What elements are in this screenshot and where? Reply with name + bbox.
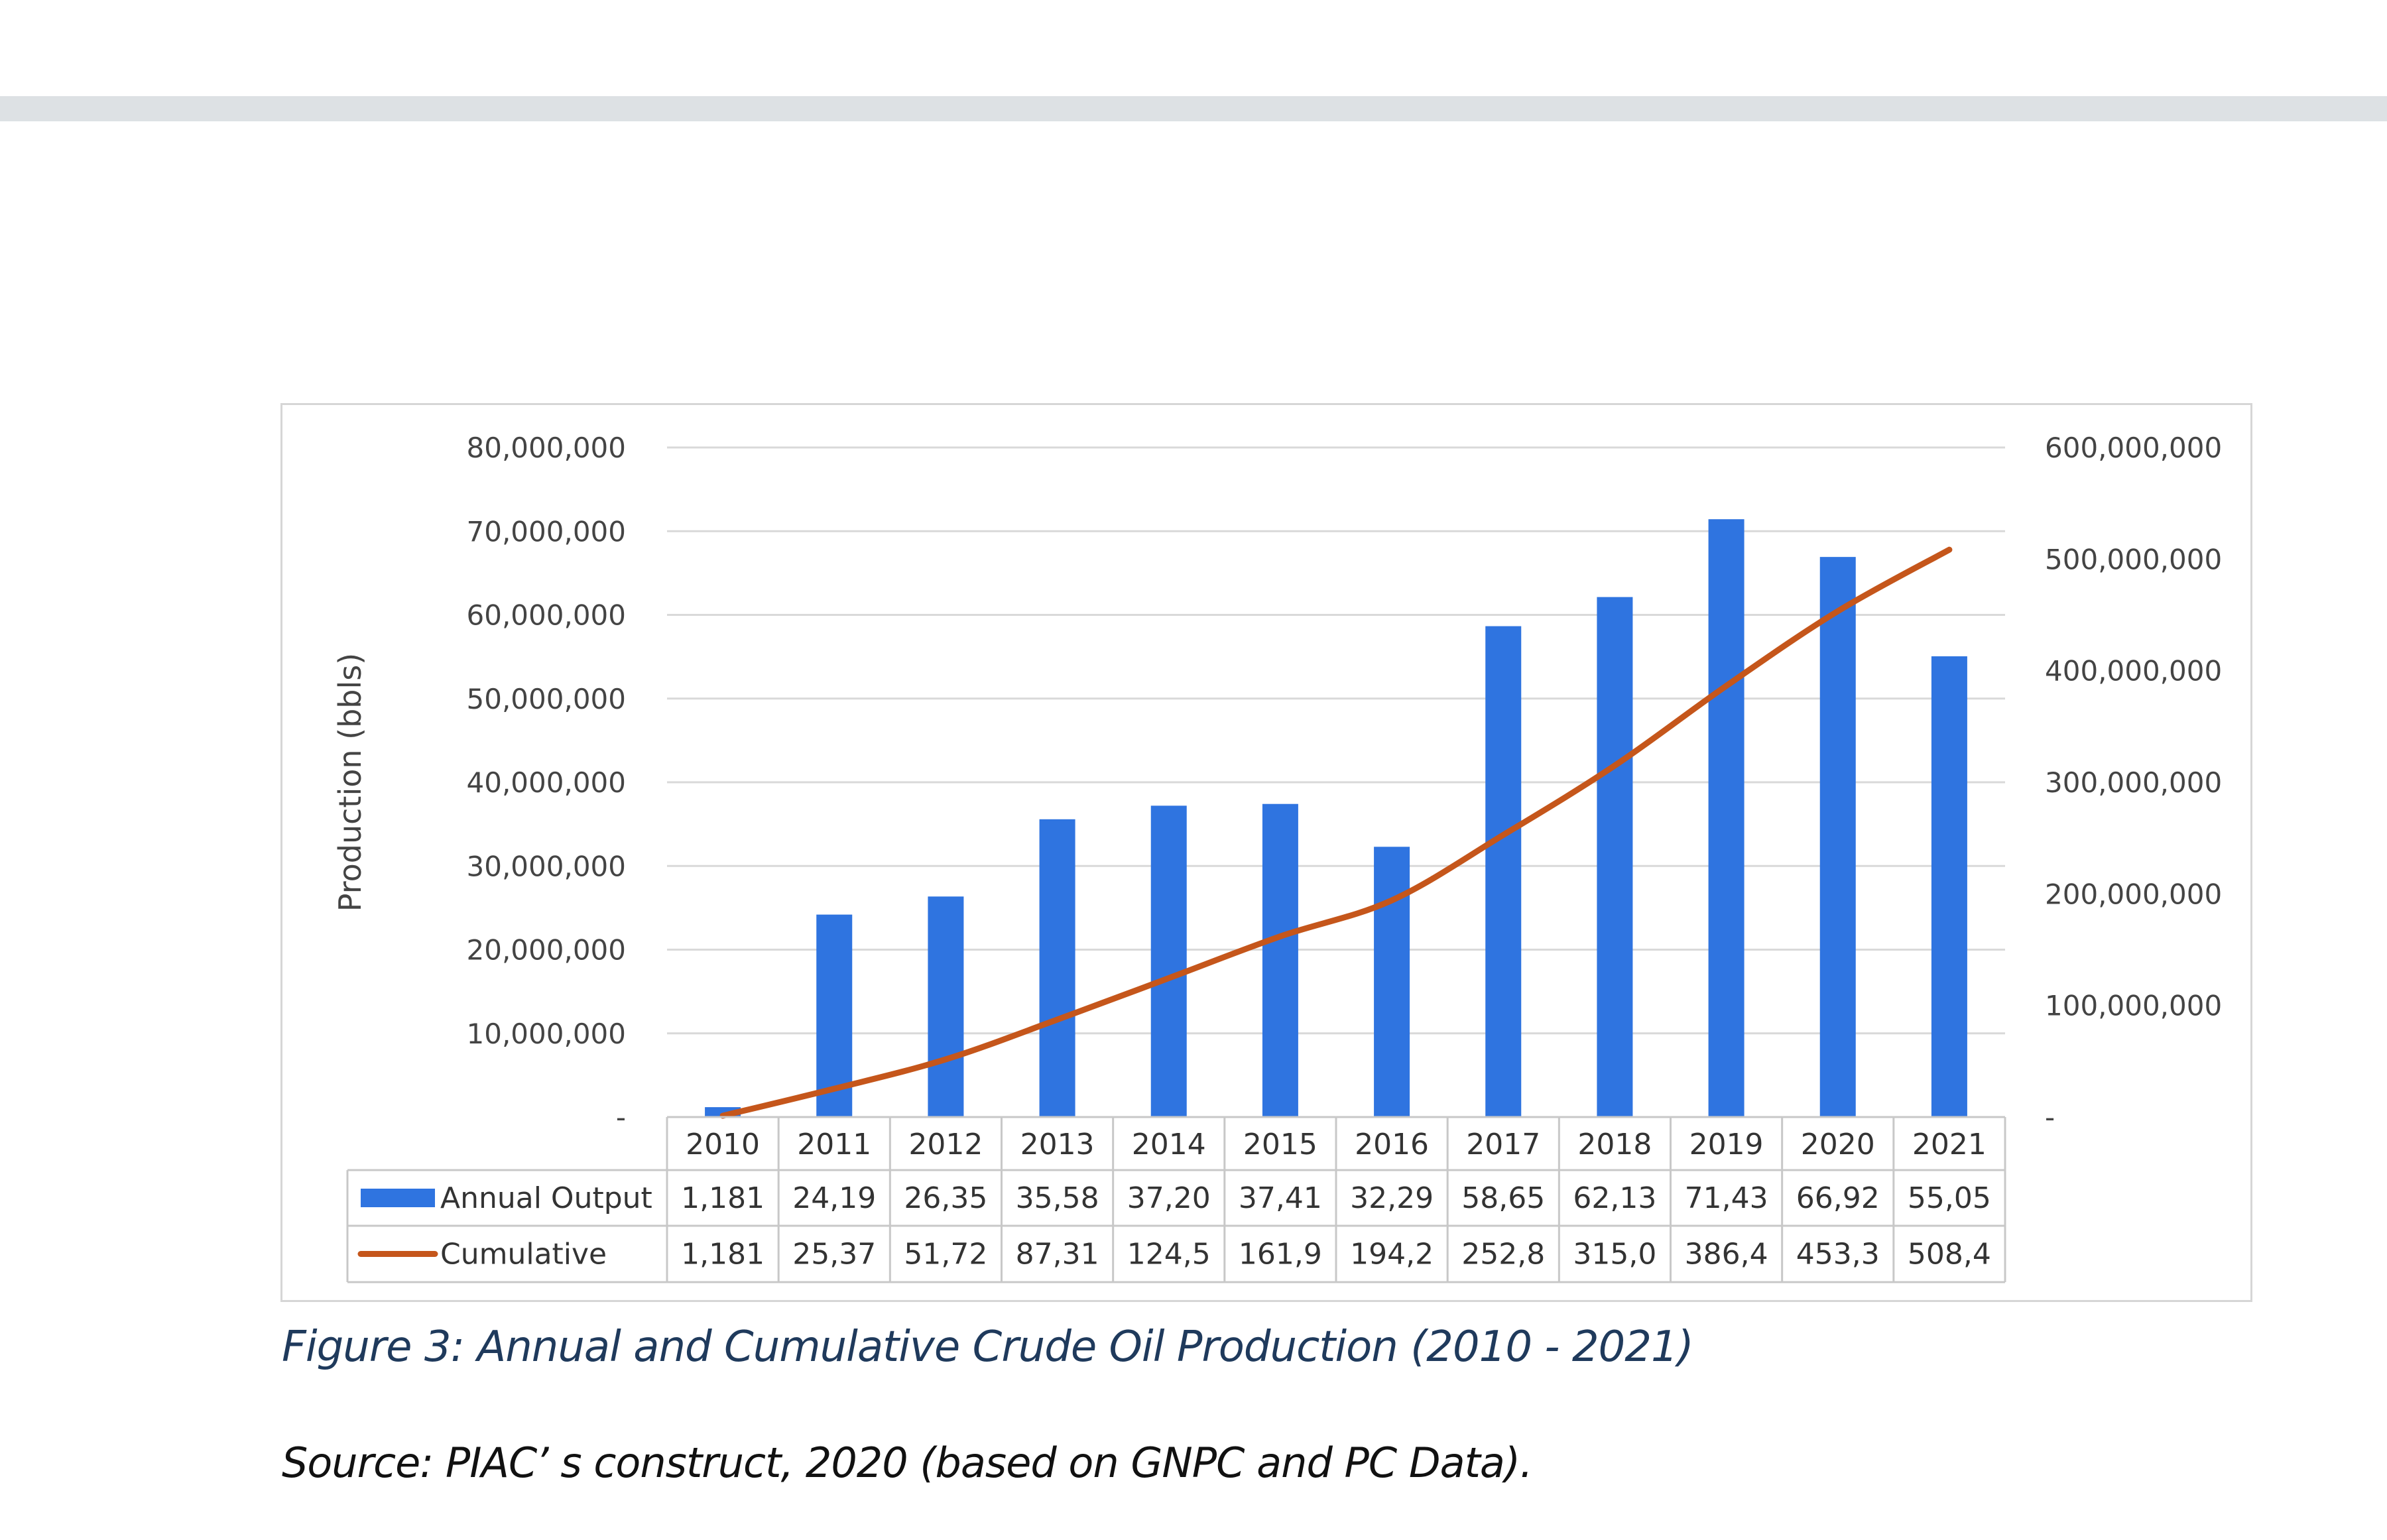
table-cell-cumulative: 124,5 xyxy=(1127,1238,1211,1272)
y2-tick-label: 600,000,000 xyxy=(2045,432,2222,464)
x-tick-label: 2019 xyxy=(1689,1128,1764,1161)
table-cell-annual-output: 24,19 xyxy=(792,1181,876,1215)
table-cell-cumulative: 87,31 xyxy=(1016,1238,1099,1272)
table-cell-annual-output: 37,20 xyxy=(1127,1181,1211,1215)
bar-annual-output-2013 xyxy=(1039,819,1075,1117)
table-cell-annual-output: 66,92 xyxy=(1796,1181,1880,1215)
y-tick-label: 20,000,000 xyxy=(467,934,626,967)
bar-annual-output-2021 xyxy=(1931,656,1967,1117)
table-cell-annual-output: 26,35 xyxy=(904,1181,987,1215)
table-cell-annual-output: 62,13 xyxy=(1573,1181,1656,1215)
legend-key-annual-output xyxy=(361,1189,435,1207)
y-axis-label: Production (bbls) xyxy=(332,653,368,912)
table-cell-cumulative: 161,9 xyxy=(1239,1238,1322,1272)
y2-tick-label: 300,000,000 xyxy=(2045,766,2222,799)
x-tick-label: 2014 xyxy=(1132,1128,1206,1161)
chart-frame: - 10,000,000 20,000,000 30,000,000 40,000,00… xyxy=(280,403,2252,1302)
bar-annual-output-2019 xyxy=(1708,519,1744,1117)
x-tick-label: 2010 xyxy=(686,1128,760,1161)
y-tick-label: 50,000,000 xyxy=(467,683,626,715)
x-tick-label: 2015 xyxy=(1243,1128,1317,1161)
y-tick-label: 10,000,000 xyxy=(467,1018,626,1050)
x-tick-label: 2016 xyxy=(1355,1128,1429,1161)
table-cell-cumulative: 194,2 xyxy=(1350,1238,1434,1272)
y-tick-label: 80,000,000 xyxy=(467,432,626,464)
table-cell-cumulative: 453,3 xyxy=(1796,1238,1880,1272)
y-tick-label: 70,000,000 xyxy=(467,515,626,548)
table-cell-cumulative: 508,4 xyxy=(1908,1238,1991,1272)
table-cell-annual-output: 1,181 xyxy=(681,1181,765,1215)
x-tick-label: 2017 xyxy=(1466,1128,1540,1161)
y2-tick-label: - xyxy=(2045,1101,2055,1134)
table-cell-cumulative: 25,37 xyxy=(792,1238,876,1272)
table-cell-annual-output: 55,05 xyxy=(1908,1181,1991,1215)
line-cumulative xyxy=(719,546,1953,1119)
figure-source: Source: PIAC’ s construct, 2020 (based o… xyxy=(282,1439,1533,1487)
chart: - 10,000,000 20,000,000 30,000,000 40,000,00… xyxy=(332,432,2222,1283)
y2-tick-label: 500,000,000 xyxy=(2045,543,2222,575)
x-tick-label: 2018 xyxy=(1577,1128,1652,1161)
y2-tick-label: 200,000,000 xyxy=(2045,878,2222,910)
legend-label-annual-output: Annual Output xyxy=(440,1181,652,1215)
figure-caption: Figure 3: Annual and Cumulative Crude Oi… xyxy=(282,1323,1694,1372)
top-divider-bar xyxy=(0,96,2387,121)
table-cell-cumulative: 51,72 xyxy=(904,1238,987,1272)
bar-annual-output-2016 xyxy=(1374,847,1410,1117)
table-cell-annual-output: 32,29 xyxy=(1350,1181,1434,1215)
table-cell-cumulative: 1,181 xyxy=(681,1238,765,1272)
y-tick-label: 40,000,000 xyxy=(467,766,626,799)
x-tick-label: 2011 xyxy=(797,1128,871,1161)
bar-annual-output-2020 xyxy=(1819,557,1856,1117)
y-tick-label: 60,000,000 xyxy=(467,599,626,632)
table-cell-annual-output: 58,65 xyxy=(1461,1181,1545,1215)
bar-annual-output-2017 xyxy=(1485,626,1522,1117)
bar-annual-output-2018 xyxy=(1597,597,1633,1117)
bar-annual-output-2014 xyxy=(1150,805,1187,1117)
table-cell-cumulative: 386,4 xyxy=(1685,1238,1768,1272)
x-tick-label: 2012 xyxy=(908,1128,983,1161)
table-cell-cumulative: 252,8 xyxy=(1461,1238,1545,1272)
table-cell-cumulative: 315,0 xyxy=(1573,1238,1656,1272)
legend-label-cumulative: Cumulative xyxy=(440,1238,607,1272)
x-tick-label: 2020 xyxy=(1801,1128,1875,1161)
x-tick-label: 2013 xyxy=(1020,1128,1095,1161)
bar-annual-output-2015 xyxy=(1262,803,1298,1117)
table-cell-annual-output: 71,43 xyxy=(1685,1181,1768,1215)
table-cell-annual-output: 37,41 xyxy=(1239,1181,1322,1215)
y-tick-label: - xyxy=(616,1101,626,1134)
bar-annual-output-2012 xyxy=(928,896,964,1117)
y2-tick-label: 100,000,000 xyxy=(2045,990,2222,1022)
y-tick-label: 30,000,000 xyxy=(467,850,626,882)
table-cell-annual-output: 35,58 xyxy=(1016,1181,1099,1215)
y2-tick-label: 400,000,000 xyxy=(2045,655,2222,687)
x-tick-label: 2021 xyxy=(1912,1128,1987,1161)
